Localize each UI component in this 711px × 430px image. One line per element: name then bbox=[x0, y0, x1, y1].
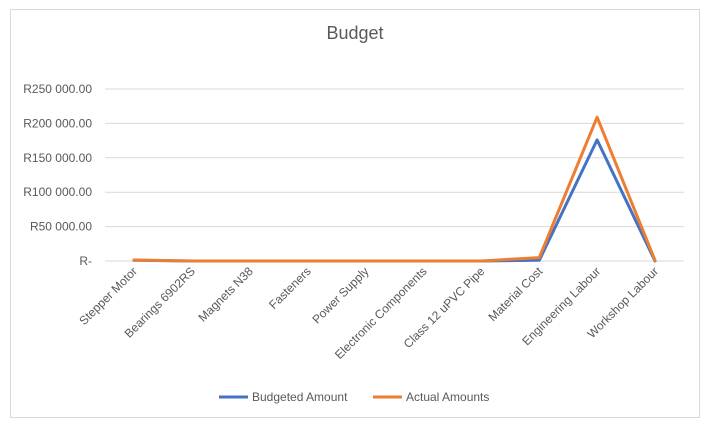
series-lines bbox=[132, 115, 657, 263]
y-tick-label: R250 000.00 bbox=[23, 82, 92, 96]
x-tick-label: Fasteners bbox=[266, 264, 314, 312]
y-tick-label: R200 000.00 bbox=[23, 116, 92, 130]
y-tick-label: R50 000.00 bbox=[30, 220, 92, 234]
x-tick-label: Stepper Motor bbox=[76, 264, 140, 328]
y-tick-label: R100 000.00 bbox=[23, 185, 92, 199]
y-axis-ticks: R- R50 000.00 R100 000.00 R150 000.00 R200 0… bbox=[23, 82, 92, 268]
gridlines bbox=[105, 88, 684, 262]
x-tick-label: Power Supply bbox=[309, 264, 371, 326]
y-tick-label: R150 000.00 bbox=[23, 151, 92, 165]
legend-label: Actual Amounts bbox=[406, 390, 489, 404]
chart-title: Budget bbox=[326, 23, 383, 43]
series-line-2 bbox=[132, 115, 657, 263]
x-tick-label: Magnets N38 bbox=[196, 264, 257, 325]
legend-label: Budgeted Amount bbox=[252, 390, 348, 404]
legend: Budgeted Amount Actual Amounts bbox=[219, 390, 489, 404]
chart-frame bbox=[10, 9, 700, 418]
y-tick-label: R- bbox=[79, 254, 92, 268]
x-tick-label: Material Cost bbox=[485, 264, 545, 324]
